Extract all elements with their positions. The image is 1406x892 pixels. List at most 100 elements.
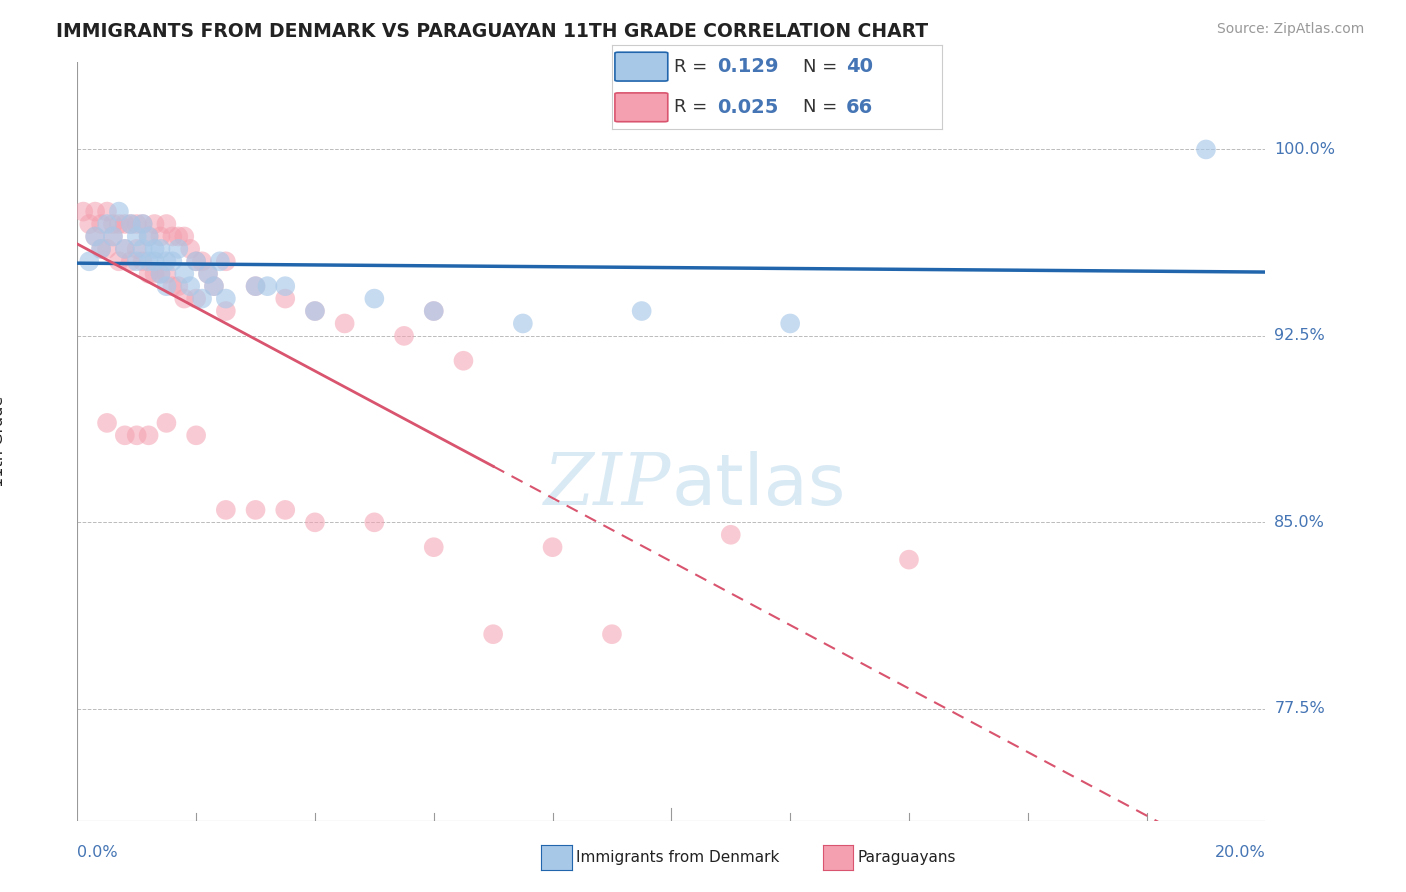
Point (630, 304, 652, 318)
Text: R =: R = (675, 98, 713, 116)
Point (202, 279, 225, 293)
Point (155, 279, 177, 293)
Point (167, 242, 190, 256)
Point (143, 267, 166, 281)
Text: 92.5%: 92.5% (1274, 328, 1324, 343)
Point (162, 229, 184, 244)
Point (143, 254, 166, 268)
Text: 85.0%: 85.0% (1274, 515, 1326, 530)
Text: N =: N = (803, 98, 844, 116)
Point (898, 552, 921, 566)
Point (96, 416, 118, 430)
Point (179, 279, 201, 293)
Point (138, 229, 160, 244)
Text: Paraguayans: Paraguayans (858, 850, 956, 864)
Point (114, 428, 136, 442)
Point (779, 317, 801, 331)
Point (541, 540, 564, 554)
Point (392, 329, 415, 343)
Point (274, 292, 297, 306)
Point (423, 540, 446, 554)
Point (114, 217, 136, 231)
Text: Source: ZipAtlas.com: Source: ZipAtlas.com (1216, 22, 1364, 37)
Point (333, 317, 356, 331)
Point (101, 229, 124, 244)
Text: Immigrants from Denmark: Immigrants from Denmark (576, 850, 780, 864)
Point (108, 217, 131, 231)
Point (197, 267, 219, 281)
Point (131, 242, 153, 256)
Point (131, 217, 153, 231)
Point (96, 242, 118, 256)
Point (108, 204, 131, 219)
Point (256, 279, 278, 293)
Point (245, 503, 267, 517)
Point (186, 254, 208, 268)
Point (482, 627, 505, 641)
Point (179, 242, 201, 256)
Point (138, 254, 160, 268)
Point (202, 279, 225, 293)
Point (138, 267, 160, 281)
Point (125, 254, 148, 268)
Point (208, 254, 231, 268)
Point (84, 204, 107, 219)
FancyBboxPatch shape (614, 93, 668, 121)
Point (197, 267, 219, 281)
Point (720, 528, 742, 542)
Point (96, 217, 118, 231)
Point (120, 254, 142, 268)
Point (162, 254, 184, 268)
Point (186, 254, 208, 268)
Point (149, 242, 172, 256)
Point (215, 304, 238, 318)
Point (120, 217, 142, 231)
Point (77, 217, 100, 231)
Text: 11th Grade: 11th Grade (0, 396, 6, 487)
Point (131, 217, 153, 231)
Text: 100.0%: 100.0% (1274, 142, 1336, 157)
Point (90, 242, 112, 256)
Point (363, 516, 385, 530)
Point (155, 267, 177, 281)
Point (114, 242, 136, 256)
Point (84, 229, 107, 244)
Point (114, 242, 136, 256)
Point (453, 353, 475, 368)
Point (131, 254, 153, 268)
Point (423, 304, 446, 318)
Point (215, 292, 238, 306)
Point (162, 279, 184, 293)
Text: 0.025: 0.025 (717, 98, 779, 117)
Point (512, 317, 534, 331)
Text: atlas: atlas (672, 450, 846, 519)
Point (215, 503, 238, 517)
Point (72, 204, 94, 219)
Text: 0.0%: 0.0% (77, 846, 118, 861)
Text: 40: 40 (846, 57, 873, 76)
Point (304, 304, 326, 318)
Point (186, 292, 208, 306)
Point (155, 217, 177, 231)
Point (125, 229, 148, 244)
Point (108, 254, 131, 268)
Text: 20.0%: 20.0% (1215, 846, 1265, 861)
Point (143, 242, 166, 256)
Point (120, 217, 142, 231)
Text: R =: R = (675, 58, 713, 76)
Point (101, 217, 124, 231)
Point (101, 229, 124, 244)
Point (173, 267, 195, 281)
Point (423, 304, 446, 318)
Point (90, 217, 112, 231)
Point (304, 304, 326, 318)
Point (191, 254, 214, 268)
Point (274, 503, 297, 517)
Point (167, 229, 190, 244)
Point (600, 627, 623, 641)
Point (149, 229, 172, 244)
Text: ZIP: ZIP (544, 450, 672, 520)
Point (304, 516, 326, 530)
Point (1195, 143, 1218, 157)
Point (155, 254, 177, 268)
